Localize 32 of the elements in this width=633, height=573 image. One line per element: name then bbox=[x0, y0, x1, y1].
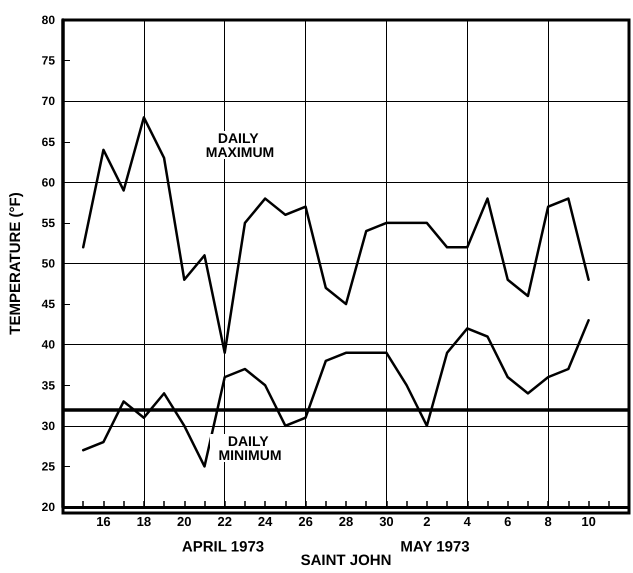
x-tick-label: 22 bbox=[217, 514, 232, 529]
x-tick-label: 16 bbox=[96, 514, 111, 529]
y-tick-label: 80 bbox=[42, 13, 56, 27]
y-tick-label: 30 bbox=[42, 418, 56, 433]
x-tick-label: 18 bbox=[136, 514, 152, 529]
text: APRIL 1973 bbox=[182, 538, 264, 556]
y-tick-label: 65 bbox=[42, 134, 56, 149]
x-tick-label: 28 bbox=[338, 514, 354, 529]
annotation: DAILY MINIMUM bbox=[218, 433, 282, 463]
y-tick-label: 40 bbox=[42, 338, 56, 352]
x-tick-label: 4 bbox=[464, 514, 472, 529]
y-tick-label: 35 bbox=[42, 378, 56, 392]
x-tick-label: 10 bbox=[581, 514, 596, 529]
x-tick-label: 8 bbox=[544, 514, 552, 529]
x-axis-title: SAINT JOHN bbox=[300, 552, 392, 569]
x-tick-label: 6 bbox=[504, 514, 512, 529]
y-tick-label: 25 bbox=[42, 459, 56, 474]
y-tick-label: 75 bbox=[42, 54, 56, 68]
y-tick-label: 45 bbox=[42, 297, 56, 312]
y-tick-label: 55 bbox=[42, 216, 56, 230]
y-tick-label: 60 bbox=[42, 175, 56, 190]
y-axis-title: TEMPERATURE (°F) bbox=[7, 192, 24, 335]
y-tick-label: 20 bbox=[42, 500, 56, 514]
x-tick-label: 2 bbox=[423, 514, 430, 529]
x-tick-label: 26 bbox=[298, 514, 313, 529]
x-tick-label: 24 bbox=[258, 514, 274, 529]
x-tick-label: 30 bbox=[379, 514, 394, 529]
annotation: DAILY MAXIMUM bbox=[206, 130, 274, 160]
x-tick-label: 20 bbox=[177, 514, 192, 529]
text: MAY 1973 bbox=[400, 538, 470, 556]
y-tick-label: 70 bbox=[42, 94, 56, 108]
y-tick-label: 50 bbox=[42, 256, 56, 270]
